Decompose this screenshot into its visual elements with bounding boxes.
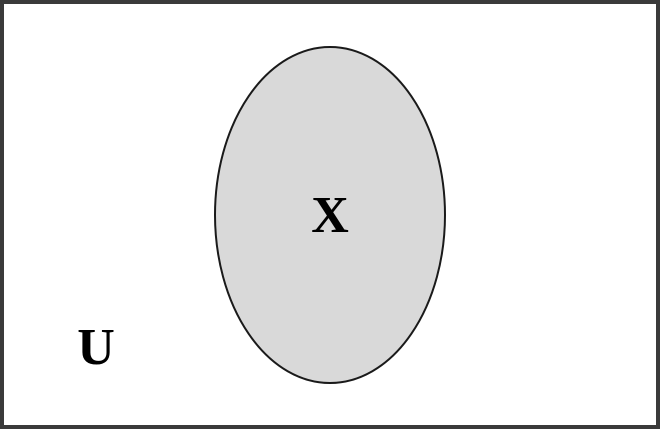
set-x-ellipse	[214, 46, 446, 384]
universe-label: U	[77, 319, 115, 376]
set-x-label: X	[311, 187, 349, 244]
